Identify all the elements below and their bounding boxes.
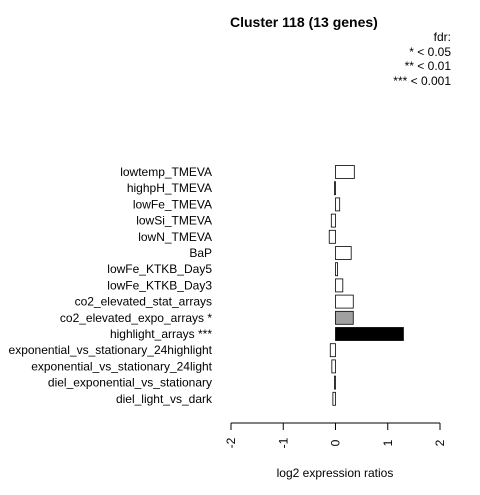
bar — [334, 375, 336, 390]
bar — [335, 262, 338, 277]
category-label: diel_exponential_vs_stationary — [48, 376, 212, 390]
bar — [335, 327, 404, 341]
category-label: highpH_TMEVA — [127, 181, 212, 195]
bar — [335, 197, 341, 212]
category-label: exponential_vs_stationary_24highlight — [9, 343, 213, 357]
category-label: lowN_TMEVA — [138, 230, 212, 244]
bar — [328, 229, 336, 244]
bar — [335, 165, 355, 179]
legend-entry-1: * < 0.05 — [409, 44, 451, 59]
legend-title: fdr: — [433, 30, 451, 44]
category-label: diel_light_vs_dark — [116, 392, 213, 406]
bar — [335, 294, 354, 309]
bar — [329, 343, 336, 358]
category-label: highlight_arrays *** — [110, 327, 212, 341]
bar — [332, 391, 336, 406]
category-label: lowtemp_TMEVA — [120, 165, 212, 179]
bar — [334, 181, 336, 196]
x-axis-label: log2 expression ratios — [276, 466, 394, 480]
category-label: BaP — [189, 246, 212, 260]
category-label: co2_elevated_expo_arrays * — [60, 311, 212, 325]
legend-entry-3: *** < 0.001 — [393, 73, 451, 88]
category-label: lowSi_TMEVA — [136, 214, 212, 228]
bar — [330, 213, 336, 228]
category-label: lowFe_KTKB_Day3 — [107, 278, 212, 292]
category-label: lowFe_KTKB_Day5 — [107, 262, 212, 276]
x-tick-label: 0 — [329, 439, 343, 446]
x-tick-label: 2 — [433, 439, 447, 446]
bar — [335, 278, 344, 293]
bar — [335, 246, 352, 260]
legend-entry-2: ** < 0.01 — [404, 59, 451, 73]
x-tick-label: 1 — [381, 439, 395, 446]
category-label: exponential_vs_stationary_24light — [31, 359, 212, 373]
fdr-legend: fdr: * < 0.05 ** < 0.01 *** < 0.001 — [393, 30, 451, 88]
x-tick-label: -1 — [276, 437, 290, 448]
bar — [331, 359, 336, 374]
x-tick-label: -2 — [224, 437, 238, 448]
category-label: lowFe_TMEVA — [133, 197, 212, 211]
category-label: co2_elevated_stat_arrays — [75, 295, 212, 309]
bar — [335, 310, 354, 325]
chart-title: Cluster 118 (13 genes) — [230, 14, 378, 30]
